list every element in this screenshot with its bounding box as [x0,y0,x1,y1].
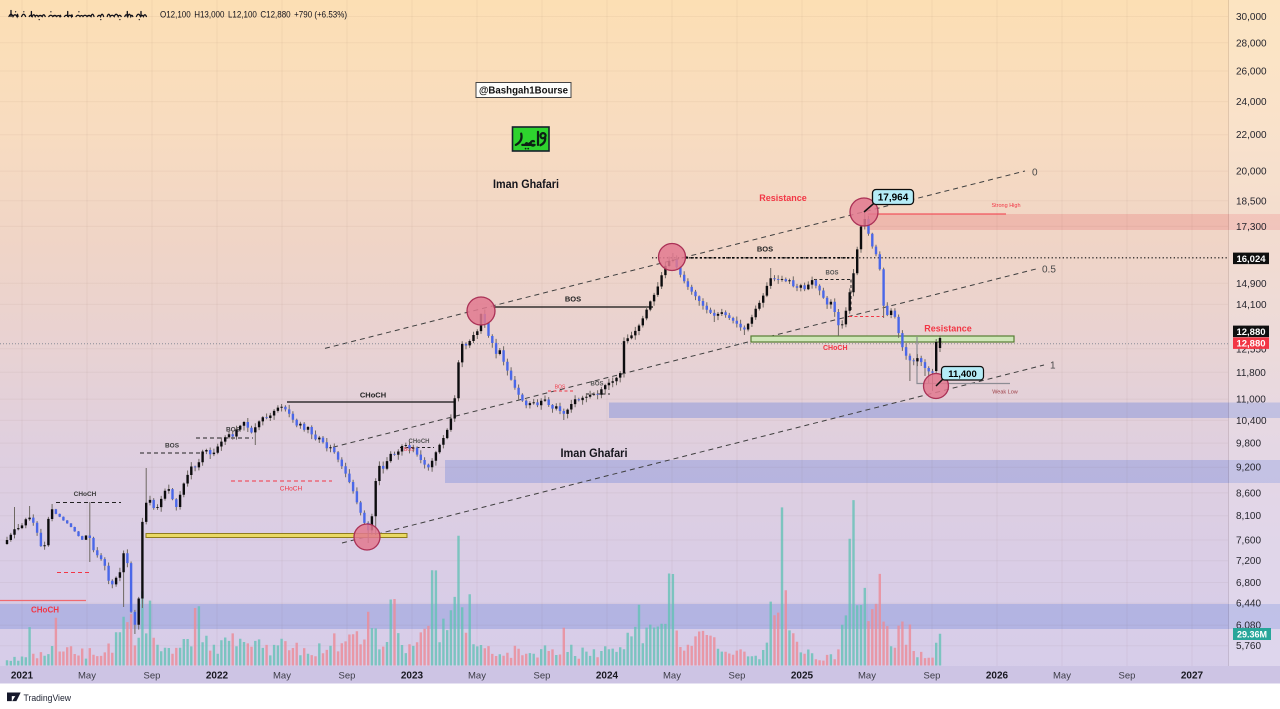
svg-text:18,500: 18,500 [1236,196,1267,207]
svg-text:20,000: 20,000 [1236,167,1267,178]
svg-text:Sep: Sep [144,671,161,682]
svg-text:12,880: 12,880 [1236,339,1265,350]
svg-text:CHoCH: CHoCH [409,439,430,445]
svg-text:2021: 2021 [11,671,34,682]
svg-text:Iman Ghafari: Iman Ghafari [493,179,559,191]
svg-text:26,000: 26,000 [1236,67,1267,78]
svg-text:CHoCH: CHoCH [280,486,303,493]
svg-text:7,200: 7,200 [1236,556,1261,567]
svg-text:O12,100H13,000L12,100C12,880+7: O12,100H13,000L12,100C12,880+790 (+6.53%… [160,10,347,20]
svg-text:6,800: 6,800 [1236,578,1261,589]
svg-text:May: May [1053,671,1071,682]
svg-text:8,600: 8,600 [1236,488,1261,499]
svg-text:7,600: 7,600 [1236,536,1261,547]
svg-text:0.5: 0.5 [1042,265,1056,276]
svg-text:9,800: 9,800 [1236,439,1261,450]
svg-text:CHoCH: CHoCH [823,345,848,352]
svg-text:TradingView: TradingView [24,693,72,704]
svg-text:11,800: 11,800 [1236,368,1266,379]
svg-text:Sep: Sep [534,671,551,682]
svg-text:14,100: 14,100 [1236,300,1267,311]
svg-text:Sep: Sep [729,671,746,682]
svg-text:2027: 2027 [1181,671,1204,682]
svg-text:30,000: 30,000 [1236,12,1267,23]
svg-text:28,000: 28,000 [1236,38,1267,49]
svg-text:Sep: Sep [339,671,356,682]
svg-text:8,100: 8,100 [1236,511,1261,522]
svg-text:Sep: Sep [1119,671,1136,682]
svg-text:Strong High: Strong High [991,203,1020,209]
svg-text:11,000: 11,000 [1236,395,1266,406]
svg-text:22,000: 22,000 [1236,130,1267,141]
svg-text:2026: 2026 [986,671,1009,682]
svg-text:0: 0 [1032,168,1038,179]
svg-text:May: May [858,671,876,682]
svg-text:BOS: BOS [165,443,180,450]
svg-text:CHoCH: CHoCH [31,606,59,615]
svg-text:May: May [468,671,486,682]
svg-text:6,080: 6,080 [1236,621,1261,632]
svg-text:14,900: 14,900 [1236,279,1267,290]
svg-text:BOS: BOS [825,271,838,277]
svg-text:BOS: BOS [757,245,773,254]
svg-text:2023: 2023 [401,671,424,682]
svg-text:@Bashgah1Bourse: @Bashgah1Bourse [479,86,568,97]
svg-text:CHoCH: CHoCH [360,391,386,400]
svg-text:Iman Ghafari: Iman Ghafari [561,448,628,460]
svg-text:6,440: 6,440 [1236,599,1261,610]
svg-text:Weak Low: Weak Low [992,390,1018,396]
svg-text:BOS: BOS [565,295,581,304]
svg-text:12,550: 12,550 [1236,344,1267,355]
svg-text:11,400: 11,400 [948,369,977,380]
svg-text:12,880: 12,880 [1236,327,1265,338]
svg-text:24,000: 24,000 [1236,97,1267,108]
svg-text:Resistance: Resistance [759,193,807,203]
svg-text:29.36M: 29.36M [1237,630,1267,640]
svg-text:17,964: 17,964 [878,193,909,204]
svg-text:May: May [663,671,681,682]
svg-text:16,024: 16,024 [1236,254,1266,265]
svg-text:Sep: Sep [924,671,941,682]
svg-text:5,760: 5,760 [1236,641,1261,652]
svg-text:10,400: 10,400 [1236,416,1267,427]
svg-text:2024: 2024 [596,671,619,682]
svg-text:9,200: 9,200 [1236,463,1261,474]
svg-text:2025: 2025 [791,671,814,682]
svg-text:Resistance: Resistance [924,324,972,334]
svg-text:1: 1 [1050,361,1056,372]
svg-text:BOS: BOS [555,385,566,391]
svg-text:BOS: BOS [226,427,241,434]
svg-text:CHoCH: CHoCH [74,491,97,498]
svg-text:17,300: 17,300 [1236,222,1267,233]
svg-text:BOS: BOS [590,382,603,388]
svg-text:May: May [273,671,291,682]
svg-text:May: May [78,671,96,682]
svg-text:2022: 2022 [206,671,229,682]
